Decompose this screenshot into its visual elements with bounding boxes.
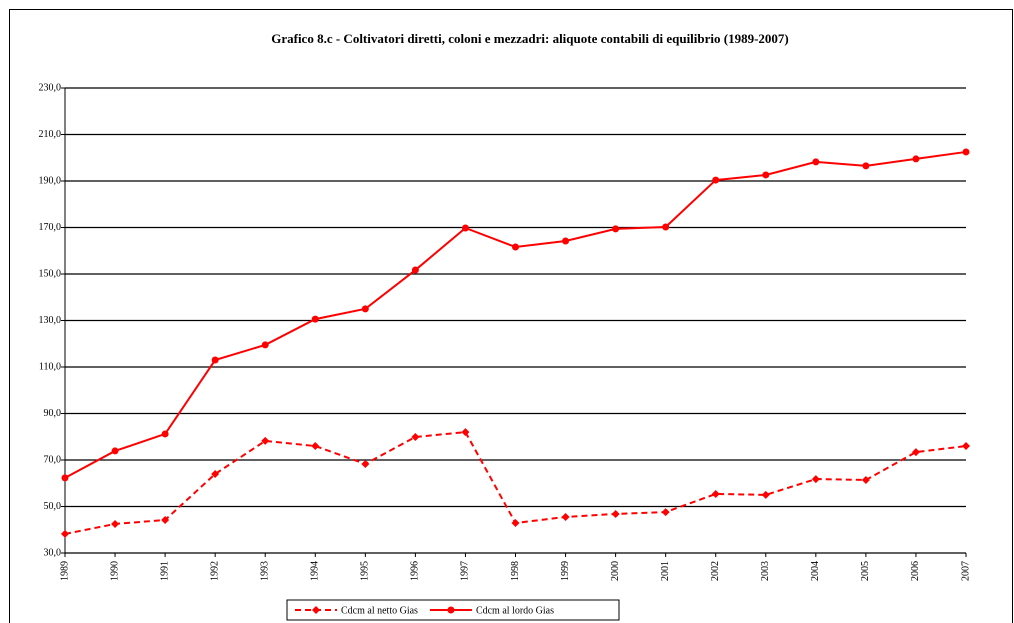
marker bbox=[361, 459, 370, 468]
marker bbox=[261, 341, 269, 349]
y-tick-label: 70,0 bbox=[44, 454, 62, 465]
x-tick-label: 2005 bbox=[860, 561, 871, 581]
marker bbox=[762, 171, 770, 179]
y-tick-label: 50,0 bbox=[44, 501, 62, 512]
x-tick-label: 2003 bbox=[760, 561, 771, 581]
marker bbox=[912, 155, 920, 163]
x-tick-label: 1989 bbox=[59, 561, 70, 581]
y-tick-label: 230,0 bbox=[39, 82, 62, 93]
y-tick-label: 110,0 bbox=[39, 361, 61, 372]
x-tick-label: 2000 bbox=[610, 561, 621, 581]
x-tick-label: 1997 bbox=[460, 561, 471, 581]
marker bbox=[661, 508, 670, 517]
marker bbox=[311, 315, 319, 323]
x-tick-label: 1999 bbox=[560, 561, 571, 581]
marker bbox=[862, 162, 870, 170]
x-tick-label: 1995 bbox=[360, 561, 371, 581]
y-tick-label: 30,0 bbox=[44, 547, 62, 558]
marker bbox=[812, 158, 820, 166]
marker bbox=[662, 223, 670, 231]
marker bbox=[761, 490, 770, 499]
marker bbox=[911, 448, 920, 457]
y-tick-label: 150,0 bbox=[39, 268, 62, 279]
marker bbox=[161, 430, 169, 438]
marker bbox=[161, 515, 170, 524]
y-tick-label: 210,0 bbox=[39, 129, 62, 140]
legend-label: Cdcm al lordo Gias bbox=[476, 605, 554, 616]
marker bbox=[612, 225, 620, 233]
marker bbox=[361, 305, 369, 313]
x-tick-label: 1990 bbox=[109, 561, 120, 581]
marker bbox=[411, 266, 419, 274]
x-tick-label: 2007 bbox=[960, 561, 971, 581]
x-tick-label: 1996 bbox=[410, 561, 421, 581]
marker bbox=[861, 475, 870, 484]
marker bbox=[811, 475, 820, 484]
marker bbox=[461, 224, 469, 232]
marker bbox=[61, 474, 69, 482]
marker bbox=[611, 509, 620, 518]
marker bbox=[512, 243, 519, 251]
legend-label: Cdcm al netto Gias bbox=[341, 605, 418, 616]
x-tick-label: 1994 bbox=[310, 561, 321, 581]
y-tick-label: 130,0 bbox=[39, 315, 62, 326]
marker bbox=[411, 432, 420, 441]
marker bbox=[311, 442, 320, 451]
marker bbox=[211, 469, 220, 478]
marker bbox=[111, 519, 120, 528]
marker bbox=[962, 148, 970, 156]
marker bbox=[712, 176, 720, 184]
x-tick-label: 2001 bbox=[660, 561, 671, 581]
x-tick-label: 2002 bbox=[710, 561, 721, 581]
marker bbox=[312, 606, 320, 614]
x-tick-label: 1993 bbox=[260, 561, 271, 581]
y-tick-label: 190,0 bbox=[39, 175, 62, 186]
marker bbox=[511, 519, 520, 528]
x-tick-label: 2004 bbox=[810, 561, 821, 581]
marker bbox=[561, 512, 570, 521]
chart-title: Grafico 8.c - Coltivatori diretti, colon… bbox=[271, 31, 789, 46]
x-tick-label: 1991 bbox=[159, 561, 170, 581]
x-tick-label: 2006 bbox=[910, 561, 921, 581]
x-tick-label: 1998 bbox=[510, 561, 521, 581]
marker bbox=[261, 436, 270, 445]
marker bbox=[61, 529, 69, 538]
marker bbox=[111, 447, 119, 455]
marker bbox=[447, 606, 455, 614]
marker bbox=[562, 237, 570, 245]
y-tick-label: 170,0 bbox=[39, 222, 62, 233]
y-tick-label: 90,0 bbox=[44, 408, 62, 419]
marker bbox=[962, 442, 970, 451]
chart-frame bbox=[9, 9, 1013, 623]
marker bbox=[461, 428, 470, 437]
marker bbox=[711, 489, 720, 498]
marker bbox=[211, 356, 219, 364]
x-tick-label: 1992 bbox=[209, 561, 220, 581]
